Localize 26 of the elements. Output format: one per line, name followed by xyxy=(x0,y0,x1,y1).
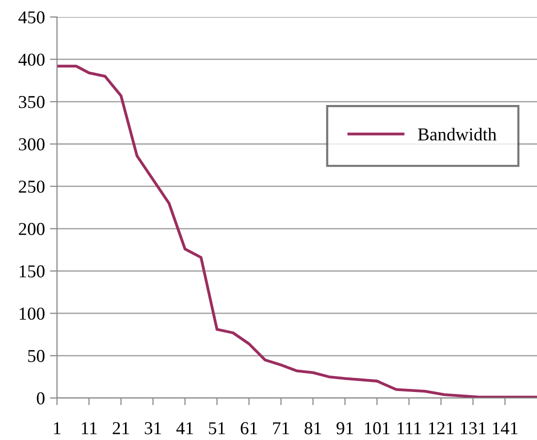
y-tick-label: 150 xyxy=(20,265,45,278)
x-tick-label: 91 xyxy=(336,422,353,434)
x-tick-label: 31 xyxy=(144,422,161,434)
y-tick-label: 400 xyxy=(18,54,45,66)
x-tick-label: 71 xyxy=(273,422,289,434)
x-tick-label: 101 xyxy=(365,422,390,434)
x-tick-label: 121 xyxy=(429,422,454,434)
y-tick-label: 250 xyxy=(18,180,45,193)
y-tick-label: 350 xyxy=(18,96,45,108)
x-tick-label: 11 xyxy=(82,422,97,434)
x-tick-label: 61 xyxy=(240,422,257,434)
y-tick-label: 0 xyxy=(36,392,45,404)
y-tick-label: 450 xyxy=(18,11,45,24)
x-tick-label: 131 xyxy=(461,422,486,434)
y-tick-label: 100 xyxy=(20,308,45,320)
x-tick-label: 21 xyxy=(112,422,129,434)
x-tick-label: 1 xyxy=(54,422,60,434)
x-tick-label: 51 xyxy=(209,422,225,434)
x-tick-label: 141 xyxy=(493,422,518,434)
x-tick-label: 111 xyxy=(398,422,421,434)
y-tick-label: 200 xyxy=(18,222,45,236)
y-tick-label: 50 xyxy=(28,350,45,362)
y-tick-label: 300 xyxy=(18,138,45,150)
x-tick-label: 81 xyxy=(304,422,321,434)
x-tick-label: 41 xyxy=(176,422,193,434)
legend-label: Bandwidth xyxy=(418,128,496,141)
